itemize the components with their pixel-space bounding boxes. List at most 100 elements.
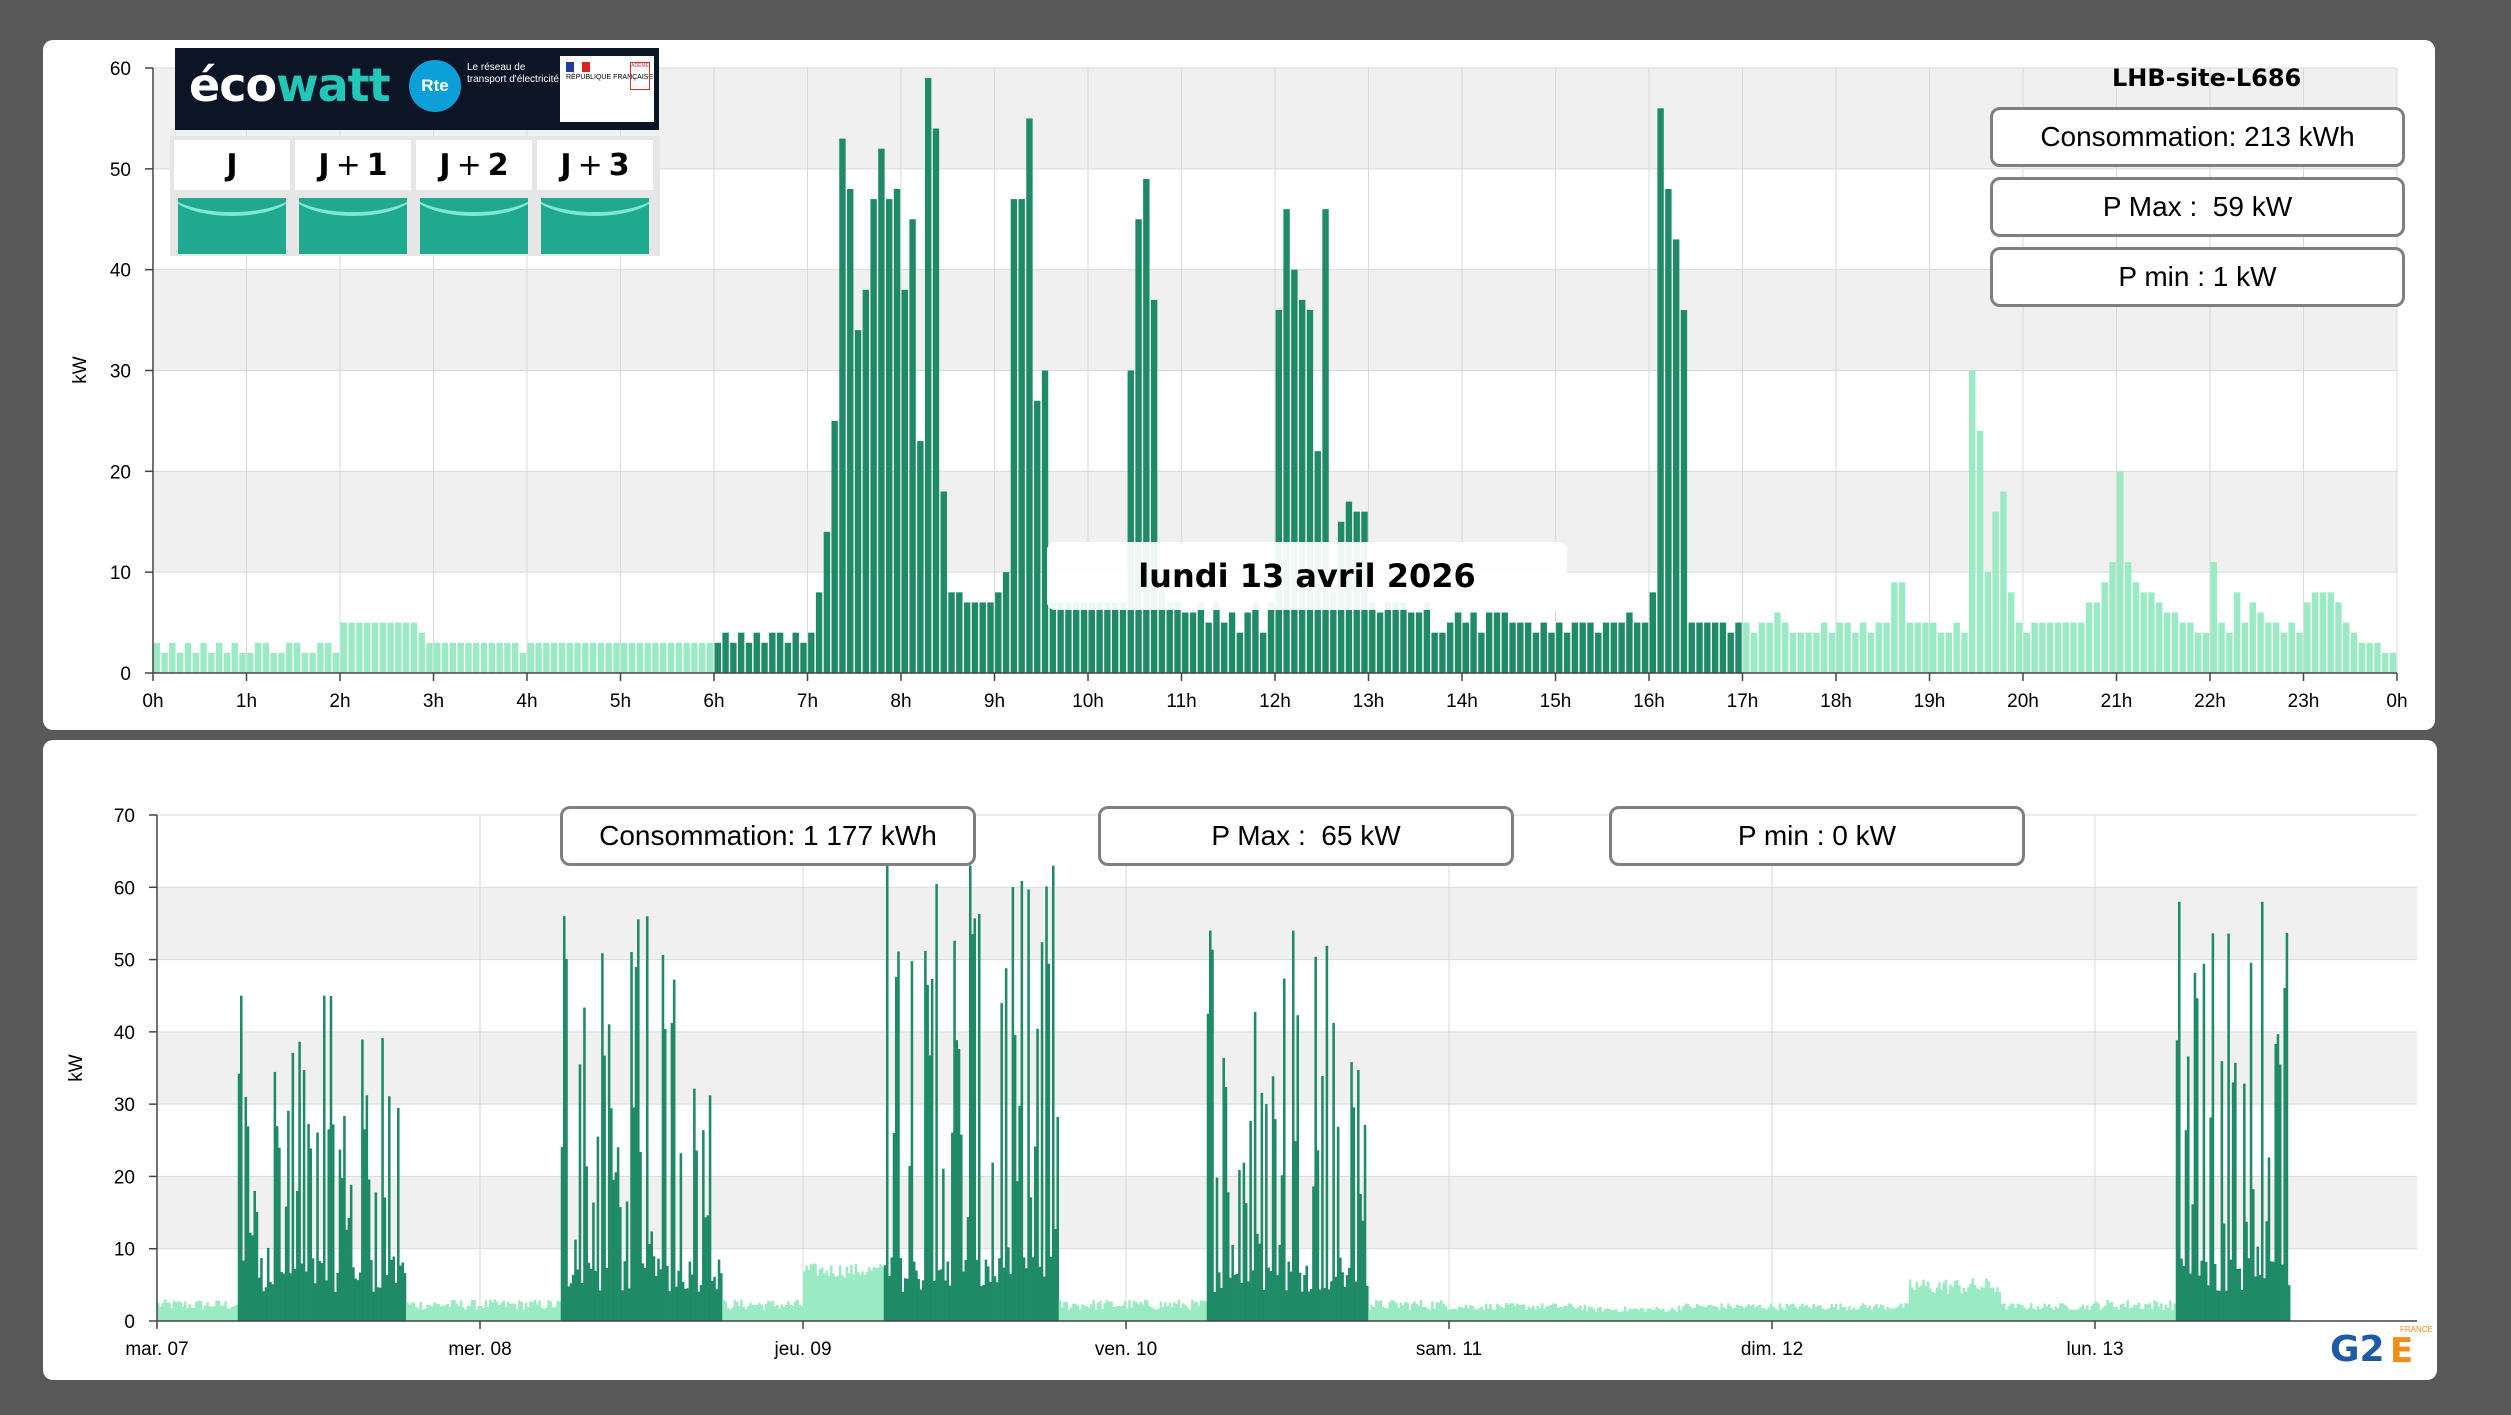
bar [2350,632,2358,673]
bar [1731,1308,1735,1321]
bar [1978,1289,1981,1321]
bar [789,1304,793,1321]
bar [318,1260,322,1321]
bar [1836,622,1843,673]
bar [1440,1300,1443,1321]
bar [1045,886,1048,1321]
bar [2078,622,2085,673]
x-tick-label: 13h [1353,691,1385,712]
bar [794,1301,797,1321]
bar [753,1305,757,1321]
bar [309,1148,313,1321]
bar [2265,1221,2269,1321]
bar [843,1277,846,1321]
ecowatt-brand-eco: éco [189,58,277,112]
bar [643,1267,647,1321]
bar [2117,1309,2120,1321]
bar [903,1278,907,1321]
bar [2032,1308,2035,1321]
bar [2218,1290,2221,1321]
bar [1967,1287,1970,1321]
bar [933,1281,936,1321]
bar [1287,1261,1291,1321]
bar [426,1304,429,1321]
bar [859,1274,862,1321]
bar [1174,602,1181,673]
bar [1857,1309,1860,1321]
bar [1914,622,1921,673]
bar [269,1281,272,1321]
bar [293,1268,297,1321]
bar [2162,1310,2165,1321]
bar [2366,642,2373,673]
bar [2101,582,2108,673]
bar [1381,1306,1385,1321]
bar [2202,632,2210,673]
bar [307,1124,310,1321]
bar [1352,1107,1356,1321]
bar [1859,622,1867,673]
bar [484,1300,488,1321]
bar [195,1301,198,1321]
bar [343,1115,346,1321]
bar [744,1309,748,1321]
bar [1937,632,1945,673]
bar [2020,1305,2024,1321]
bar [1054,1229,1057,1321]
bar [1597,1307,1600,1321]
bar [383,1197,387,1321]
bar [1139,1301,1143,1321]
bar [2095,1301,2098,1321]
bar [1051,865,1055,1321]
bar [1309,1289,1313,1321]
bar [1599,1306,1602,1321]
bar [2207,1285,2210,1321]
bar [1374,1300,1378,1321]
bar [753,632,760,673]
bar [993,1276,997,1321]
bar [1572,1307,1575,1321]
bar [953,940,956,1321]
bar [1191,1299,1194,1321]
bar [466,1305,470,1321]
bar [298,1041,301,1321]
bar [1372,1306,1376,1321]
bar [2278,1064,2282,1321]
bar [980,1286,983,1321]
bar [480,1306,483,1321]
bar [1343,1286,1347,1321]
bar [2153,1300,2156,1321]
x-tick-label: 7h [797,691,818,712]
bar [637,919,640,1321]
bar [1733,1307,1737,1321]
bar [2247,1258,2251,1321]
bar [702,1130,705,1321]
bar [2389,652,2397,673]
bar [1348,1267,1351,1321]
bar [1305,1265,1308,1321]
bar [1013,1035,1017,1321]
bar [1041,370,1049,673]
bar [1933,1292,1937,1321]
bar [724,1301,728,1321]
bar [266,1247,270,1321]
signal-day-0-day: J [226,147,238,183]
bar [2000,491,2007,673]
bar [317,642,324,673]
bar [1152,1309,1156,1321]
bar [464,1309,467,1321]
bar [1841,1306,1845,1321]
bar [807,1269,811,1321]
bar [1105,1299,1109,1321]
bar [354,1278,357,1321]
y-axis-label: kW [66,1054,87,1082]
bar [248,1232,252,1321]
bar [270,652,277,673]
bar [446,1303,449,1321]
bar [1789,1304,1793,1321]
bar [971,602,979,673]
y-tick-label: 10 [110,563,131,584]
bar [1134,1302,1138,1321]
bar [782,1306,786,1321]
bar [1119,602,1127,673]
